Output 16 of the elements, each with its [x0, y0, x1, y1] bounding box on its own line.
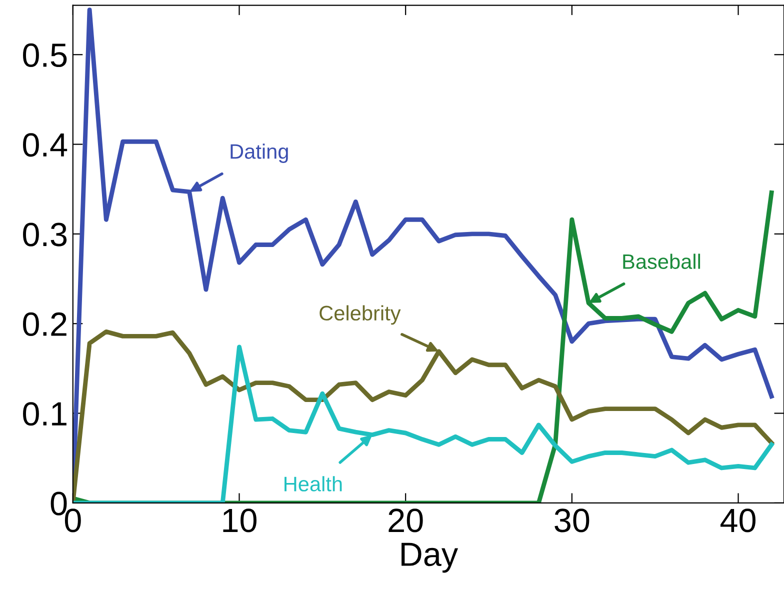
- series-label: Baseball: [623, 254, 700, 270]
- x-tick-label: 20: [388, 508, 423, 532]
- series-label: Dating: [230, 144, 288, 163]
- y-tick-label: 0.3: [23, 222, 67, 246]
- y-tick-label: 0.1: [23, 402, 66, 426]
- x-tick-label: 30: [554, 508, 590, 532]
- y-tick-label: 0.2: [23, 312, 66, 336]
- y-tick-label: 0.4: [23, 133, 68, 157]
- text: Celebrity: [320, 305, 401, 325]
- x-tick-label: 40: [720, 508, 756, 532]
- y-tick-label: 0: [50, 492, 67, 516]
- y-tick-label: 0.5: [23, 43, 67, 68]
- line-series: [72, 190, 774, 503]
- x-tick-label: 10: [223, 508, 256, 532]
- legend-label: Health: [284, 476, 342, 492]
- x-axis-title: Day: [402, 542, 458, 573]
